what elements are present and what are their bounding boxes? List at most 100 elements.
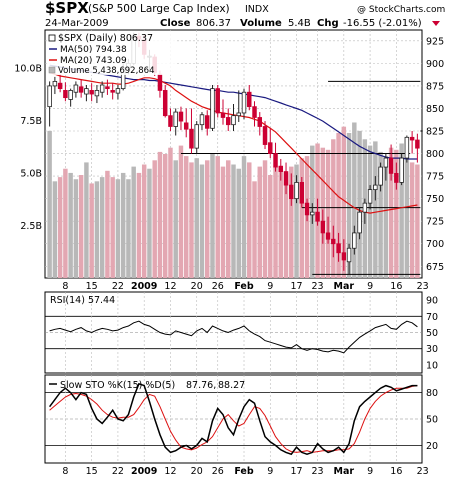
candlestick (241, 88, 247, 120)
price-panel: 925 900 875 850 825 800 775 750 725 700 675 10.0B 7… (14, 29, 444, 279)
candlestick (215, 85, 220, 118)
price-tick-label: 900 (426, 59, 444, 70)
candle-body (204, 115, 210, 129)
ticker-symbol: $SPX (45, 0, 89, 17)
sto-axis: 80 50 20 (426, 388, 438, 452)
candlestick (315, 198, 320, 226)
candle-body (236, 112, 241, 117)
legend-price-swatch (48, 34, 56, 42)
candle-body (289, 184, 294, 200)
candle-body (99, 84, 105, 93)
candlestick (178, 106, 184, 131)
x-tick-label: 9 (267, 281, 273, 292)
candle-body (241, 91, 247, 114)
candlestick (226, 108, 231, 132)
volume-bar (210, 154, 215, 278)
candlestick (162, 85, 168, 118)
volume-bar (367, 145, 373, 278)
candle-body (404, 136, 410, 159)
volume-bar (178, 145, 184, 278)
x-tick-label: 2009 (131, 281, 157, 292)
volume-bar (152, 160, 157, 278)
volume-bar (257, 166, 263, 278)
candlestick (325, 216, 331, 244)
candlestick (409, 131, 415, 154)
volume-bar (99, 177, 105, 278)
volume-bar (341, 126, 347, 278)
x-tick-label: Mar (334, 466, 355, 477)
volume-bar (84, 162, 89, 278)
volume-bar (94, 181, 100, 278)
candle-body (409, 136, 415, 141)
ticker-exchange: INDX (245, 4, 269, 15)
sto-lines (48, 382, 418, 456)
volume-bar (183, 156, 189, 278)
x-tick-label: 17 (290, 466, 302, 477)
volume-bar (231, 164, 236, 278)
candlestick (210, 85, 215, 132)
volume-bar (126, 179, 131, 278)
legend-ma50: MA(50) 794.38 (60, 45, 127, 55)
x-tick-label: 9 (367, 281, 373, 292)
volume-bars (47, 122, 420, 278)
candlestick (220, 99, 226, 125)
volume-bar (336, 132, 341, 278)
candle-body (357, 211, 362, 234)
volume-bar (57, 177, 63, 278)
volume-tick-label: 2.5B (20, 221, 42, 232)
candle-body (346, 247, 352, 263)
x-tick-label: 12 (164, 281, 176, 292)
volume-axis: 10.0B 7.5B 5.0B 2.5B (14, 63, 42, 232)
candle-body (73, 84, 79, 93)
candle-body (231, 115, 236, 126)
sto-title: Slow STO %K(15) %D(5) (60, 380, 175, 391)
candlestick (94, 85, 100, 104)
volume-bar (147, 168, 152, 278)
candlestick (346, 243, 352, 275)
candlestick (115, 85, 121, 100)
price-tick-label: 700 (426, 239, 444, 250)
volume-bar (394, 149, 399, 278)
candlestick (110, 83, 115, 100)
volume-bar (268, 175, 273, 278)
price-tick-label: 800 (426, 149, 444, 160)
volume-bar (47, 130, 52, 278)
candle-body (373, 184, 378, 191)
volume-bar (241, 156, 247, 278)
rsi-tick-label: 90 (426, 296, 438, 307)
candlestick (404, 135, 410, 163)
volume-bar (157, 151, 163, 278)
ticker-name: (S&P 500 Large Cap Index) (88, 3, 230, 15)
rsi-tick-label: 10 (426, 360, 438, 371)
price-tick-label: 875 (426, 81, 444, 92)
volume-bar (294, 164, 299, 278)
x-tick-label: Mar (334, 281, 355, 292)
rsi-axis: 90 70 50 30 10 (426, 296, 438, 372)
candlestick (357, 207, 362, 240)
volume-bar (357, 130, 362, 278)
x-tick-label: Feb (234, 281, 254, 292)
volume-bar (404, 154, 410, 278)
volume-bar (189, 162, 194, 278)
candle-body (252, 106, 257, 118)
x-tick-label: 23 (417, 466, 429, 477)
candlestick (273, 142, 278, 172)
volume-tick-label: 7.5B (20, 116, 42, 127)
candlestick (63, 82, 68, 102)
x-tick-label: 26 (212, 281, 224, 292)
candle-body (331, 238, 336, 245)
rsi-line (49, 320, 418, 354)
candle-body (268, 142, 273, 154)
candle-body (299, 182, 305, 204)
legend-ma20: MA(20) 743.09 (60, 56, 127, 66)
candle-body (310, 211, 315, 216)
chg-label: Chg (317, 18, 339, 29)
legend-volume-swatch (48, 66, 56, 74)
volume-bar (63, 168, 68, 278)
legend-price: $SPX (Daily) 806.37 (58, 33, 153, 44)
x-tick-label: 16 (390, 466, 402, 477)
volume-bar (68, 172, 73, 278)
candlestick (373, 176, 378, 201)
candlestick (257, 112, 263, 136)
